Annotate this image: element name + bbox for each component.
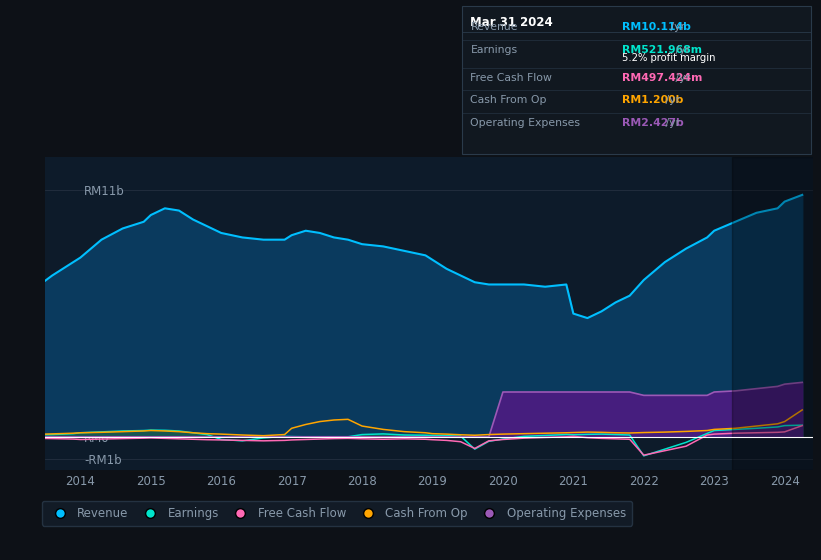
Text: RM2.427b: RM2.427b <box>622 118 684 128</box>
Text: /yr: /yr <box>662 118 680 128</box>
Legend: Revenue, Earnings, Free Cash Flow, Cash From Op, Operating Expenses: Revenue, Earnings, Free Cash Flow, Cash … <box>42 501 632 526</box>
Text: /yr: /yr <box>667 22 685 32</box>
Text: Earnings: Earnings <box>470 45 517 55</box>
Text: /yr: /yr <box>672 45 690 55</box>
Bar <box>732 157 821 470</box>
Text: Mar 31 2024: Mar 31 2024 <box>470 16 553 29</box>
Text: 5.2% profit margin: 5.2% profit margin <box>622 53 716 63</box>
Text: Operating Expenses: Operating Expenses <box>470 118 580 128</box>
Text: RM497.424m: RM497.424m <box>622 73 703 83</box>
Text: Free Cash Flow: Free Cash Flow <box>470 73 553 83</box>
Text: RM1.200b: RM1.200b <box>622 95 684 105</box>
Text: Cash From Op: Cash From Op <box>470 95 547 105</box>
Text: RM10.114b: RM10.114b <box>622 22 691 32</box>
Text: RM521.968m: RM521.968m <box>622 45 702 55</box>
Text: Revenue: Revenue <box>470 22 518 32</box>
Text: /yr: /yr <box>662 95 680 105</box>
Text: /yr: /yr <box>672 73 690 83</box>
